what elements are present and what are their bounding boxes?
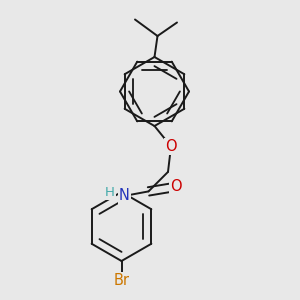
- Text: O: O: [165, 139, 177, 154]
- Text: H: H: [105, 186, 115, 199]
- Text: N: N: [119, 188, 130, 203]
- Text: Br: Br: [113, 273, 130, 288]
- Text: O: O: [170, 179, 181, 194]
